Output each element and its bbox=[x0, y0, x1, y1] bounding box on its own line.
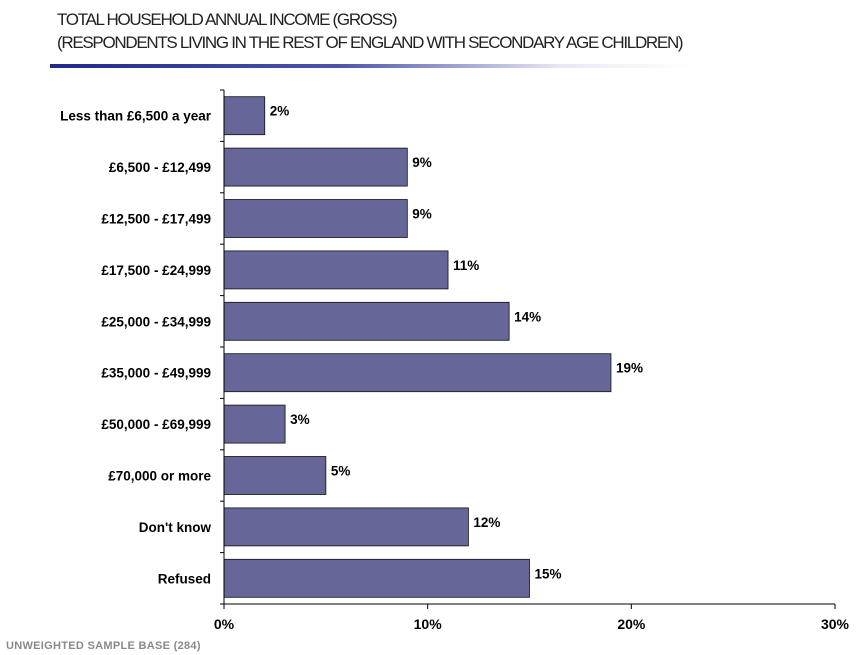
category-label: Refused bbox=[158, 571, 211, 586]
x-tick-label: 20% bbox=[617, 616, 646, 632]
bar bbox=[223, 199, 408, 238]
data-label: 5% bbox=[331, 464, 351, 479]
data-label: 9% bbox=[412, 155, 432, 170]
category-label: £35,000 - £49,999 bbox=[101, 366, 211, 381]
category-label: £25,000 - £34,999 bbox=[101, 314, 211, 329]
category-label: £17,500 - £24,999 bbox=[101, 263, 211, 278]
bar bbox=[223, 456, 327, 495]
chart-title: TOTAL HOUSEHOLD ANNUAL INCOME (GROSS) bbox=[57, 10, 397, 29]
data-label: 9% bbox=[412, 207, 432, 222]
category-label: Don't know bbox=[139, 520, 212, 535]
bar bbox=[223, 353, 612, 393]
data-label: 3% bbox=[290, 412, 310, 427]
x-tick-label: 0% bbox=[214, 616, 235, 632]
data-label: 2% bbox=[270, 104, 290, 119]
data-label: 14% bbox=[514, 309, 541, 324]
sample-base-note: UNWEIGHTED SAMPLE BASE (284) bbox=[6, 640, 201, 652]
bar bbox=[223, 558, 530, 598]
x-tick-label: 30% bbox=[821, 616, 850, 632]
chart-subtitle: (RESPONDENTS LIVING IN THE REST OF ENGLA… bbox=[57, 33, 684, 52]
bar bbox=[223, 404, 286, 444]
category-label: £70,000 or more bbox=[108, 469, 211, 484]
data-label: 15% bbox=[535, 566, 562, 581]
x-tick-label: 10% bbox=[414, 616, 443, 632]
data-label: 11% bbox=[453, 258, 479, 273]
bar bbox=[223, 147, 408, 187]
category-label: Less than £6,500 a year bbox=[60, 109, 212, 124]
data-label: 12% bbox=[473, 515, 500, 530]
category-label: £12,500 - £17,499 bbox=[101, 212, 211, 227]
bar-chart: Less than £6,500 a year 2% £6,500 - £12,49… bbox=[60, 89, 850, 632]
data-label: 19% bbox=[616, 361, 643, 376]
bar bbox=[223, 507, 469, 547]
category-label: £50,000 - £69,999 bbox=[101, 417, 211, 432]
bar bbox=[223, 250, 449, 290]
bar bbox=[223, 96, 266, 136]
bar bbox=[223, 301, 510, 341]
category-label: £6,500 - £12,499 bbox=[109, 160, 211, 175]
title-divider bbox=[50, 64, 690, 68]
